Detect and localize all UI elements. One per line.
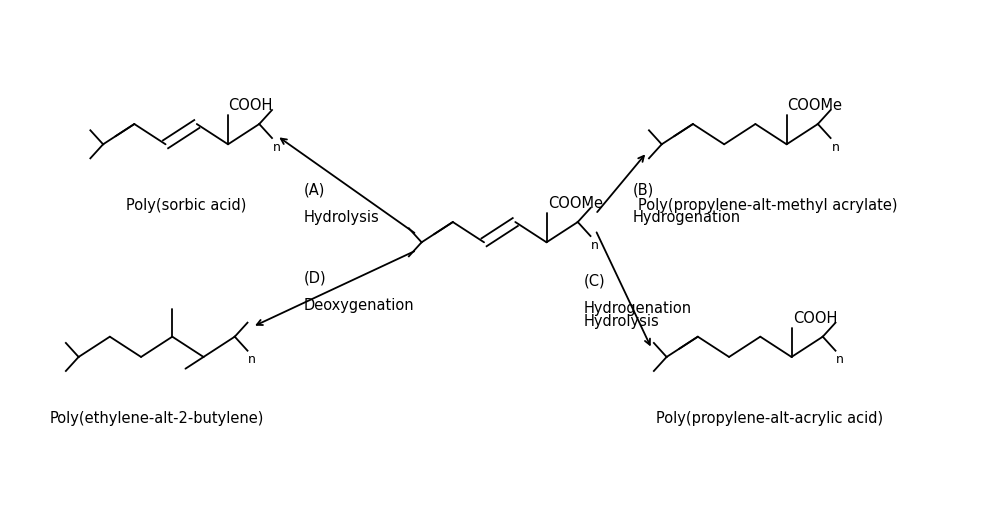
Text: (D): (D)	[304, 270, 327, 285]
Text: Hydrolysis: Hydrolysis	[583, 314, 659, 329]
Text: COOMe: COOMe	[548, 196, 603, 211]
Text: COOH: COOH	[228, 98, 272, 113]
Text: (A): (A)	[304, 182, 325, 197]
Text: Hydrogenation: Hydrogenation	[632, 210, 740, 225]
Text: Hydrogenation: Hydrogenation	[583, 301, 691, 316]
Text: (C): (C)	[583, 273, 605, 288]
Text: Deoxygenation: Deoxygenation	[304, 298, 415, 313]
Text: n: n	[832, 141, 839, 154]
Text: n: n	[591, 238, 598, 252]
Text: Hydrolysis: Hydrolysis	[304, 210, 380, 225]
Text: Poly(propylene-alt-methyl acrylate): Poly(propylene-alt-methyl acrylate)	[638, 198, 897, 213]
Text: COOMe: COOMe	[787, 98, 842, 113]
Text: n: n	[836, 353, 843, 366]
Text: Poly(ethylene-alt-2-butylene): Poly(ethylene-alt-2-butylene)	[50, 411, 264, 426]
Text: COOH: COOH	[793, 310, 838, 325]
Text: (B): (B)	[632, 182, 654, 197]
Text: Poly(propylene-alt-acrylic acid): Poly(propylene-alt-acrylic acid)	[656, 411, 883, 426]
Text: Poly(sorbic acid): Poly(sorbic acid)	[126, 198, 247, 213]
Text: n: n	[273, 141, 281, 154]
Text: n: n	[248, 353, 255, 366]
